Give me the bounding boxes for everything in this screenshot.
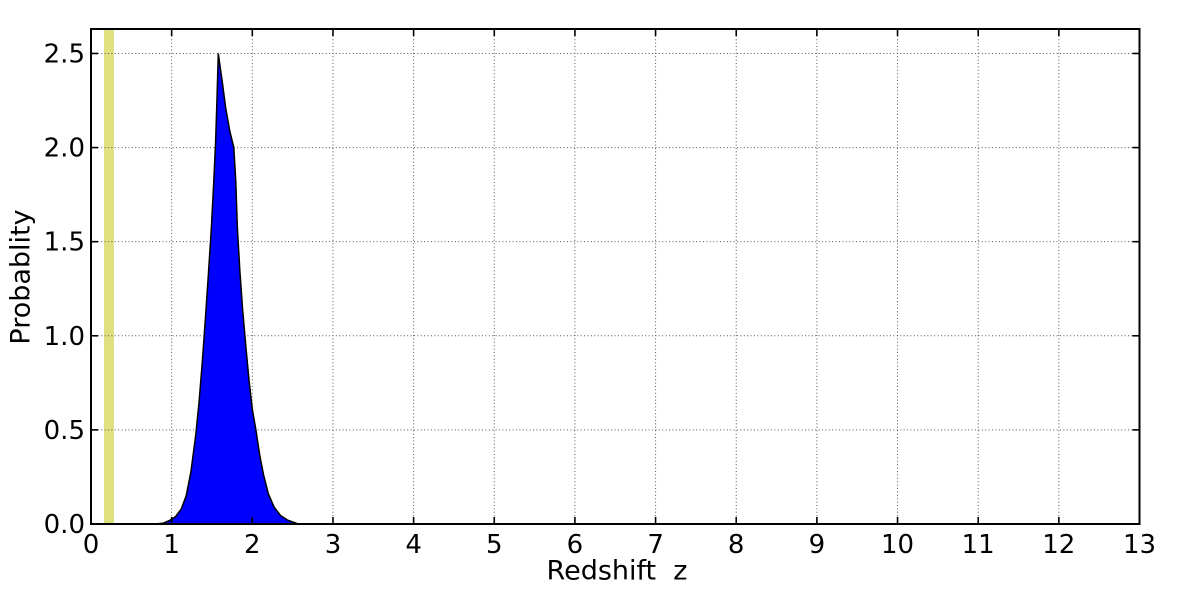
x-tick-label: 2 — [244, 530, 261, 560]
y-tick-label: 1.5 — [44, 228, 85, 258]
y-tick-label: 0.5 — [44, 416, 85, 446]
x-axis-label: Redshift z — [546, 555, 688, 587]
y-tick-label: 2.0 — [44, 134, 85, 164]
x-tick-label: 7 — [647, 530, 664, 560]
x-tick-label: 11 — [962, 530, 995, 560]
x-tick-label: 8 — [728, 530, 745, 560]
x-tick-label: 4 — [405, 530, 422, 560]
plot-frame — [90, 28, 1141, 525]
y-tick-label: 2.5 — [44, 40, 85, 70]
x-tick-label: 12 — [1042, 530, 1075, 560]
x-tick-label: 1 — [163, 530, 180, 560]
redshift-probability-curve — [155, 53, 299, 525]
x-tick-label: 9 — [809, 530, 826, 560]
x-tick-label: 10 — [881, 530, 914, 560]
y-tick-label: 1.0 — [44, 322, 85, 352]
reference-redshift-band — [104, 29, 114, 524]
y-axis-label: Probablity — [5, 209, 37, 345]
x-tick-label: 13 — [1123, 530, 1156, 560]
x-tick-label: 6 — [567, 530, 584, 560]
x-tick-label: 0 — [83, 530, 100, 560]
y-tick-label: 0.0 — [44, 510, 85, 540]
x-tick-label: 3 — [325, 530, 342, 560]
x-tick-label: 5 — [486, 530, 503, 560]
